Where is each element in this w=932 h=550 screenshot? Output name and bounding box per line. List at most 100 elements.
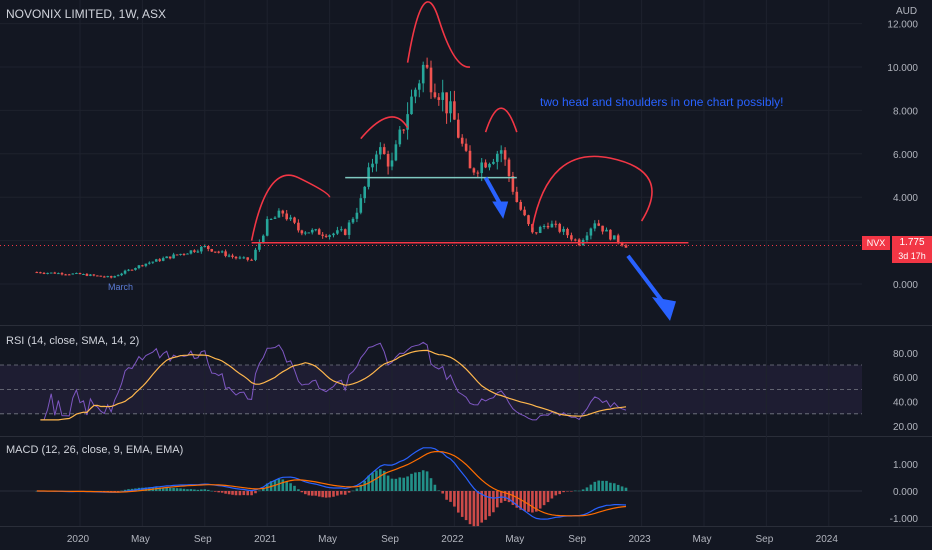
candle-body — [601, 225, 604, 232]
candle-body — [550, 223, 554, 228]
candle-body — [35, 272, 39, 274]
candle-body — [390, 160, 394, 167]
x-axis-label: May — [131, 534, 150, 545]
candle-body — [57, 273, 60, 275]
macd-histogram-bar — [307, 491, 311, 496]
candle-body — [234, 256, 238, 259]
rsi-y-tick: 40.00 — [893, 398, 918, 409]
candle-body — [359, 198, 363, 213]
macd-histogram-bar — [168, 488, 172, 491]
macd-histogram-bar — [460, 491, 464, 517]
candle-body — [85, 274, 89, 276]
macd-histogram-bar — [445, 491, 448, 500]
macd-histogram-bar — [507, 491, 511, 503]
macd-histogram-bar — [476, 491, 480, 527]
candle-body — [336, 230, 339, 234]
candle-body — [562, 228, 565, 232]
macd-histogram-bar — [254, 491, 257, 494]
macd-y-tick: 0.000 — [893, 487, 918, 498]
macd-histogram-bar — [359, 484, 363, 491]
down-arrow-head — [492, 201, 509, 219]
candle-body — [496, 153, 499, 162]
candle-body — [324, 235, 328, 237]
macd-histogram-bar — [328, 491, 331, 498]
macd-histogram-bar — [109, 491, 113, 492]
macd-histogram-bar — [457, 491, 460, 513]
candle-body — [196, 251, 200, 253]
candle-body — [60, 273, 64, 275]
macd-histogram-bar — [116, 491, 120, 492]
candle-body — [585, 235, 589, 241]
x-axis-line — [0, 526, 932, 527]
price-y-tick: 8.000 — [893, 106, 918, 117]
macd-histogram-bar — [375, 470, 378, 491]
candle-body — [151, 261, 155, 263]
candle-body — [154, 259, 158, 262]
candle-body — [624, 245, 628, 248]
macd-histogram-bar — [542, 491, 546, 506]
macd-signal-line — [36, 451, 627, 517]
candle-body — [269, 218, 273, 220]
macd-histogram-bar — [593, 481, 597, 491]
macd-histogram-bar — [347, 491, 351, 493]
candle-body — [189, 250, 193, 254]
macd-histogram-bar — [390, 478, 394, 491]
candle-body — [523, 209, 526, 216]
candle-body — [616, 235, 620, 243]
candle-body — [340, 229, 343, 231]
candle-body — [542, 225, 546, 227]
candle-body — [141, 265, 144, 267]
candle-body — [620, 242, 624, 246]
macd-histogram-bar — [127, 489, 130, 491]
candle-body — [231, 255, 234, 257]
candle-body — [363, 186, 366, 199]
candle-body — [172, 254, 175, 259]
candle-body — [307, 232, 311, 234]
candle-body — [492, 161, 495, 164]
macd-histogram-bar — [484, 491, 487, 520]
macd-histogram-bar — [437, 490, 441, 491]
macd-histogram-bar — [196, 489, 200, 491]
macd-histogram-bar — [519, 491, 522, 510]
macd-histogram-bar — [429, 478, 433, 491]
candle-body — [519, 201, 522, 210]
candle-body — [297, 222, 300, 231]
candle-body — [566, 228, 569, 236]
down-arrow-shaft — [626, 254, 666, 305]
candle-body — [441, 92, 444, 100]
candle-body — [472, 168, 476, 173]
candle-body — [96, 275, 99, 277]
macd-histogram-bar — [613, 483, 616, 491]
macd-histogram-bar — [449, 491, 452, 502]
macd-histogram-bar — [620, 486, 624, 491]
macd-histogram-bar — [406, 476, 409, 491]
macd-histogram-bar — [206, 489, 210, 491]
macd-label: MACD (12, 26, close, 9, EMA, EMA) — [6, 444, 184, 456]
candle-body — [351, 218, 355, 223]
macd-histogram-bar — [535, 491, 538, 512]
macd-histogram-bar — [317, 491, 321, 497]
price-y-tick: 10.000 — [887, 63, 918, 74]
candle-body — [262, 235, 265, 243]
macd-histogram-bar — [546, 491, 550, 503]
candle-body — [398, 129, 402, 145]
candle-body — [134, 268, 137, 270]
candle-body — [92, 274, 96, 276]
candle-body — [394, 144, 398, 161]
candle-body — [182, 253, 186, 255]
macd-histogram-bar — [250, 491, 253, 496]
macd-histogram-bar — [193, 489, 196, 491]
macd-histogram-bar — [175, 488, 179, 491]
candle-body — [476, 172, 480, 174]
candle-body — [175, 254, 179, 256]
macd-histogram-bar — [281, 479, 285, 491]
candle-body — [425, 64, 429, 68]
macd-histogram-bar — [624, 487, 628, 491]
x-axis-label: 2020 — [67, 534, 90, 545]
macd-histogram-bar — [515, 491, 519, 508]
candle-body — [613, 235, 616, 240]
macd-histogram-bar — [144, 487, 148, 491]
macd-histogram-bar — [314, 491, 318, 496]
candle-body — [53, 272, 57, 274]
candle-body — [148, 262, 151, 264]
